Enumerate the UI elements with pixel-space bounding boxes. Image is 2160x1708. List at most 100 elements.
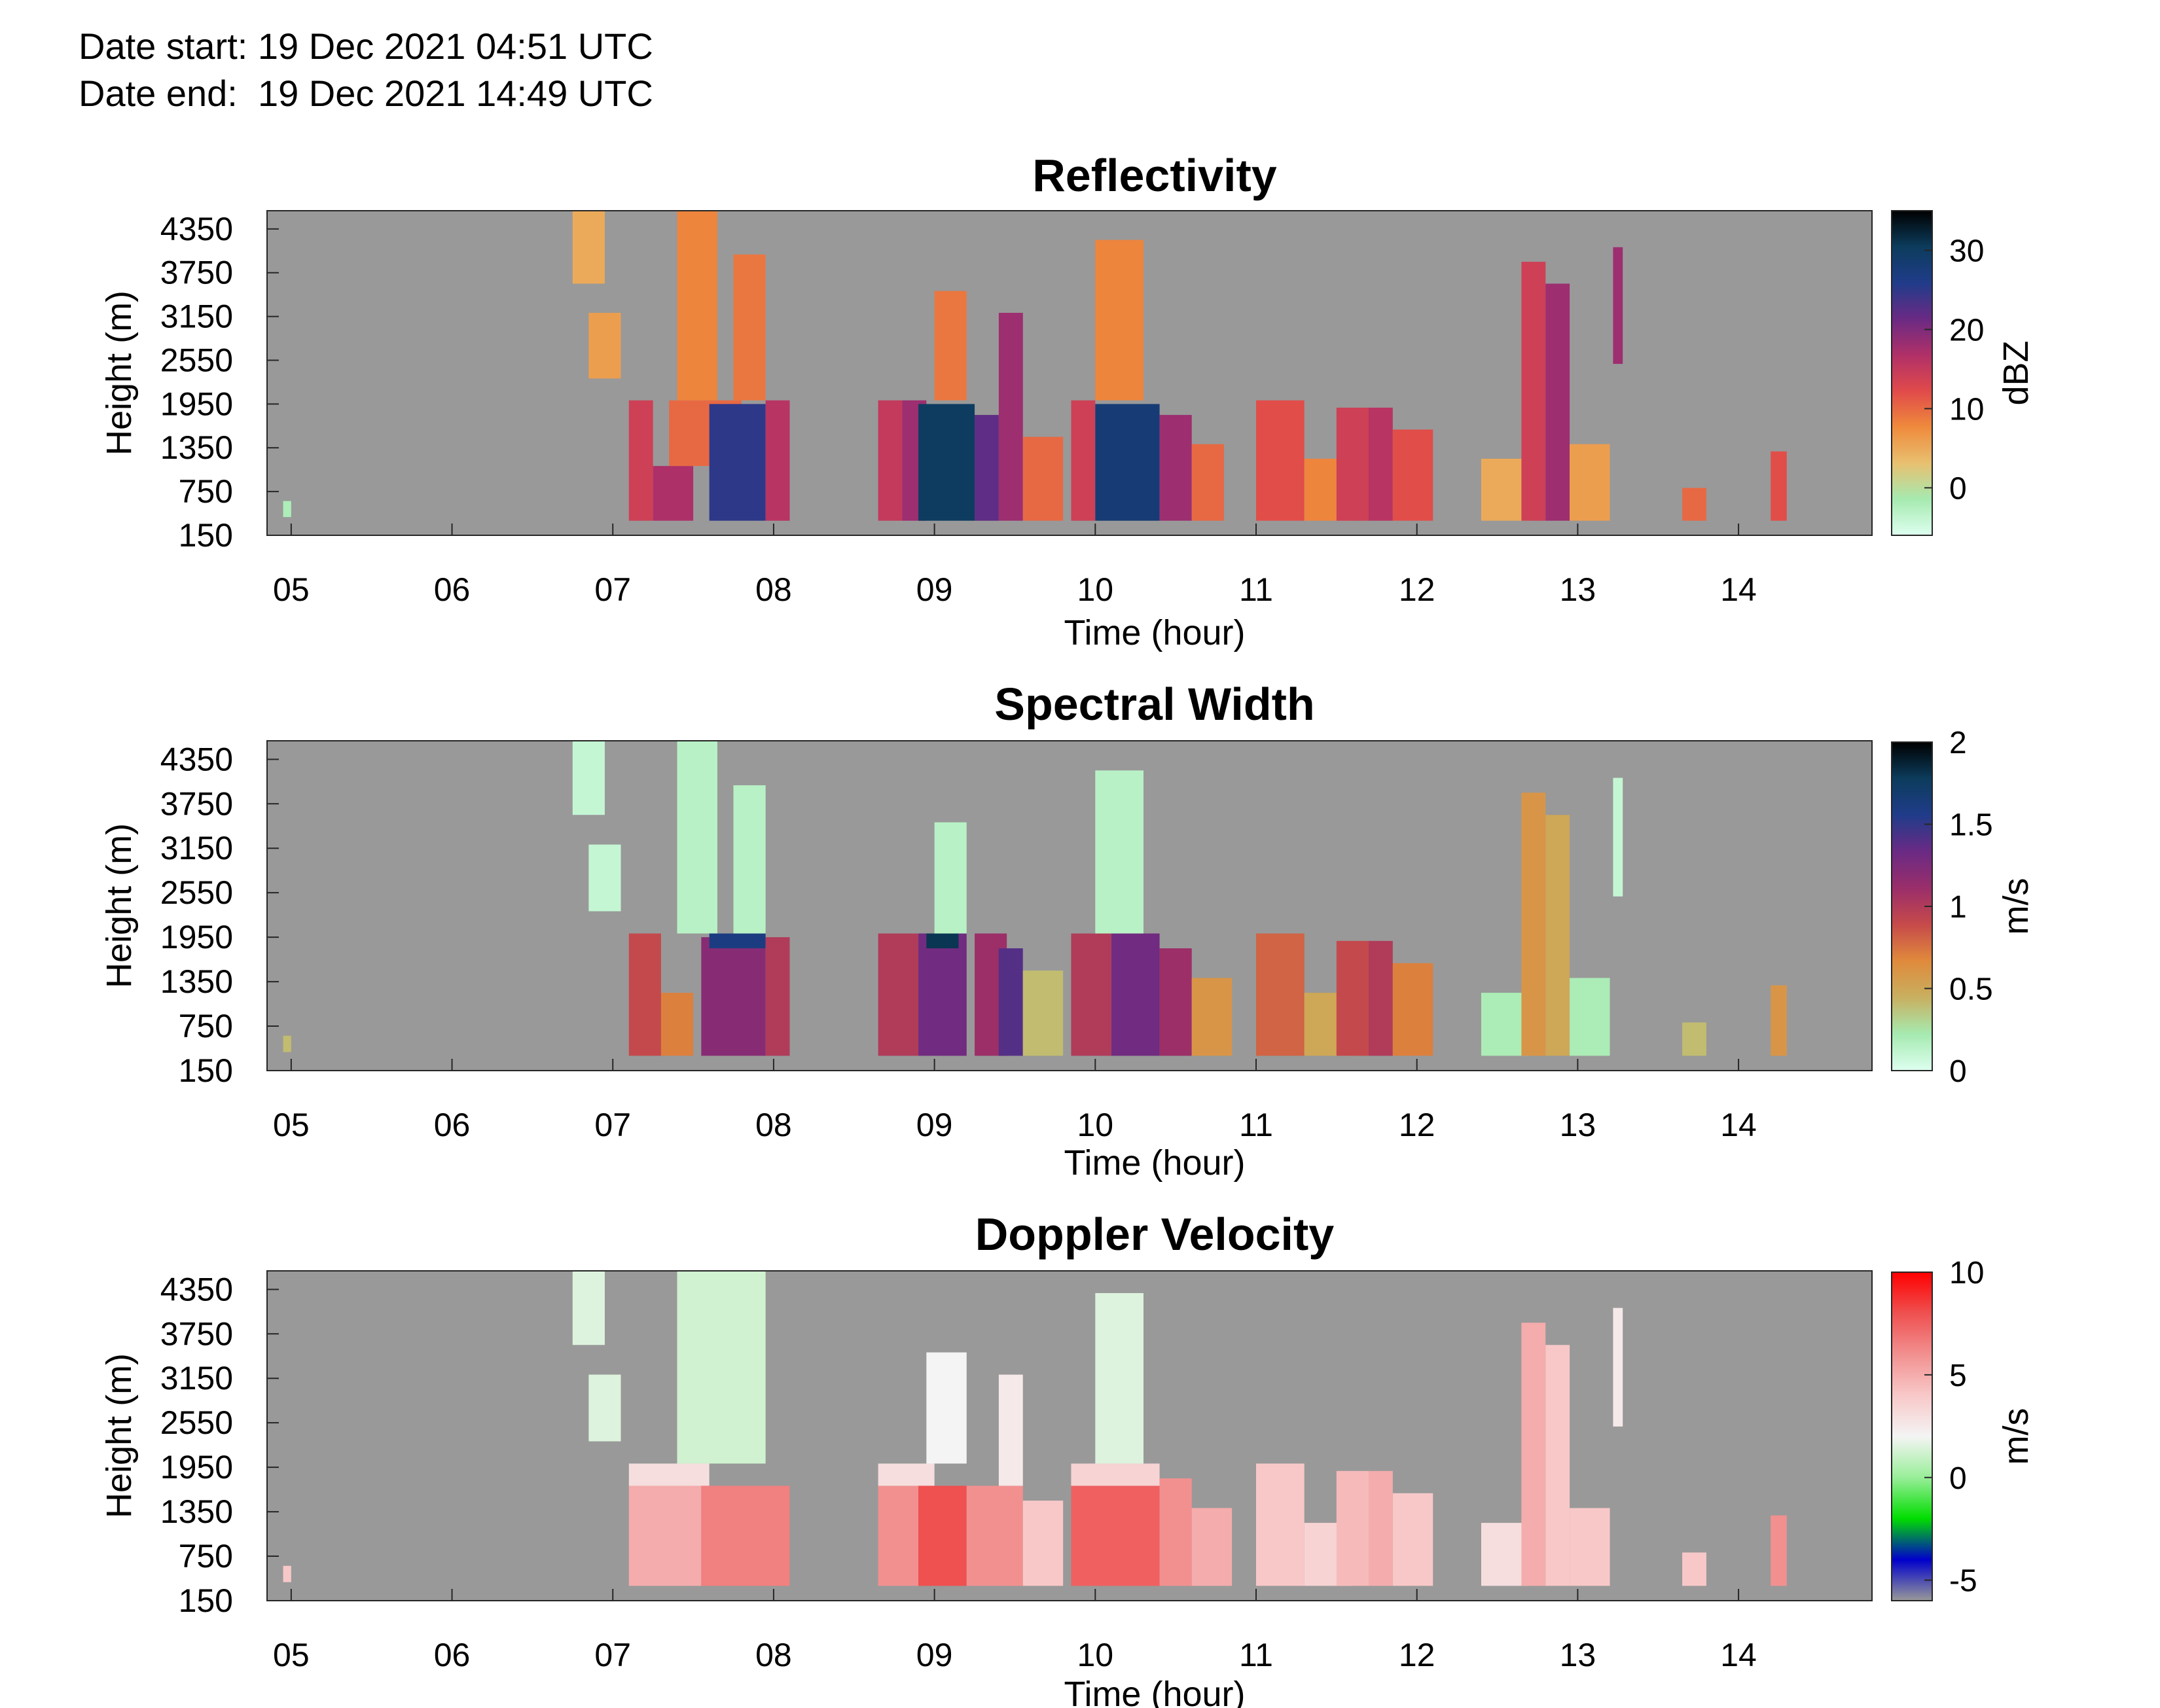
y-tick-label: 3750: [160, 255, 233, 291]
colorbar: [1891, 1272, 1933, 1601]
data-cell: [709, 404, 766, 521]
y-axis-label: Height (m): [99, 291, 139, 455]
data-cell: [918, 1486, 967, 1586]
data-cell: [1095, 770, 1144, 934]
colorbar-tick-label: 0: [1949, 471, 1967, 506]
y-tick-label: 750: [179, 1538, 233, 1575]
x-tick-label: 12: [1399, 571, 1435, 608]
plot-background: [267, 1271, 1872, 1601]
colorbar-label: m/s: [1996, 878, 2036, 935]
x-tick-label: 07: [594, 571, 631, 608]
data-cell: [677, 1271, 766, 1464]
data-cell: [628, 933, 661, 1056]
data-cell: [588, 844, 621, 912]
y-tick-label: 2550: [160, 342, 233, 378]
y-tick-label: 4350: [160, 211, 233, 247]
x-tick-label: 06: [434, 1107, 471, 1143]
data-cell: [1682, 488, 1706, 521]
axes-frame: [266, 210, 1873, 536]
y-tick-label: 1350: [160, 1493, 233, 1530]
chart-title: Doppler Velocity: [975, 1209, 1335, 1260]
data-cell: [1682, 1552, 1706, 1586]
x-tick-label: 14: [1720, 1107, 1757, 1143]
date-start-text: Date start: 19 Dec 2021 04:51 UTC: [79, 26, 653, 67]
data-cell: [998, 313, 1023, 521]
data-cell: [878, 933, 919, 1056]
data-cell: [709, 933, 766, 949]
y-tick-label: 3150: [160, 830, 233, 866]
x-axis-label: Time (hour): [1064, 1143, 1245, 1183]
data-cell: [572, 1271, 605, 1345]
y-tick-label: 1950: [160, 385, 233, 422]
data-cell: [1022, 970, 1064, 1056]
data-cell: [1256, 933, 1305, 1056]
data-cell: [1613, 1308, 1623, 1427]
data-cell: [1570, 444, 1610, 521]
panel-1: 05 06 07 08 09 10 11 12 13 14 150 750 1350 1950 2550 31…: [99, 150, 2036, 652]
data-cell: [283, 1035, 291, 1052]
colorbar-tick-label: 10: [1949, 392, 1984, 427]
colorbar-label: m/s: [1996, 1408, 2036, 1465]
y-tick-label: 750: [179, 473, 233, 510]
data-cell: [1771, 1515, 1787, 1586]
x-tick-label: 05: [273, 1107, 310, 1143]
data-cell: [1545, 1345, 1570, 1586]
data-cell: [918, 933, 967, 1056]
x-tick-label: 06: [434, 1637, 471, 1673]
y-tick-label: 2550: [160, 1404, 233, 1441]
x-tick-label: 07: [594, 1107, 631, 1143]
data-cell: [628, 1486, 702, 1586]
colorbar-tick-label: -5: [1949, 1564, 1977, 1599]
data-cell: [1392, 963, 1433, 1056]
data-cell: [878, 1463, 935, 1486]
data-cells: [283, 1271, 1787, 1586]
data-cell: [1191, 978, 1233, 1056]
colorbar-tick-label: 0: [1949, 1054, 1967, 1089]
data-cell: [1071, 1463, 1160, 1486]
x-axis-label: Time (hour): [1064, 613, 1245, 652]
y-tick-label: 3750: [160, 1315, 233, 1352]
colorbar-tick-label: 2: [1949, 726, 1967, 760]
data-cell: [1256, 400, 1305, 521]
data-cell: [918, 404, 975, 521]
data-cell: [1392, 1493, 1433, 1586]
data-cell: [660, 993, 694, 1056]
y-tick-label: 150: [179, 1582, 233, 1619]
data-cell: [1022, 1501, 1064, 1586]
data-cell: [572, 211, 605, 284]
data-cell: [1191, 444, 1224, 521]
data-cell: [628, 1463, 710, 1486]
data-cell: [1545, 815, 1570, 1056]
y-tick-label: 3150: [160, 1360, 233, 1397]
y-tick-label: 150: [179, 517, 233, 554]
chart-title: Reflectivity: [1032, 150, 1277, 201]
x-tick-label: 05: [273, 1637, 310, 1673]
data-cell: [1191, 1508, 1233, 1586]
colorbar-tick-label: 5: [1949, 1359, 1967, 1393]
panel-3: 05 06 07 08 09 10 11 12 13 1415075013501950255031…: [99, 1209, 2036, 1708]
data-cell: [1071, 1486, 1160, 1586]
x-tick-label: 08: [755, 571, 792, 608]
data-cell: [1521, 792, 1546, 1056]
data-cell: [1613, 777, 1623, 897]
colorbar: [1891, 210, 1933, 536]
data-cell: [934, 291, 967, 400]
data-cells: [283, 211, 1787, 521]
data-cell: [934, 822, 967, 934]
data-cell: [283, 501, 291, 518]
x-tick-label: 12: [1399, 1107, 1435, 1143]
y-tick-label: 4350: [160, 741, 233, 777]
y-tick-label: 3150: [160, 298, 233, 335]
data-cells: [283, 741, 1787, 1056]
data-cell: [765, 937, 790, 1056]
data-cell: [628, 400, 653, 521]
x-tick-label: 07: [594, 1637, 631, 1673]
y-tick-label: 1350: [160, 429, 233, 466]
y-axis-label: Height (m): [99, 823, 139, 988]
plot-background: [267, 211, 1872, 535]
x-tick-label: 11: [1239, 1107, 1273, 1143]
data-cell: [1256, 1463, 1305, 1586]
x-tick-label: 14: [1720, 1637, 1757, 1673]
y-tick-label: 2550: [160, 874, 233, 911]
